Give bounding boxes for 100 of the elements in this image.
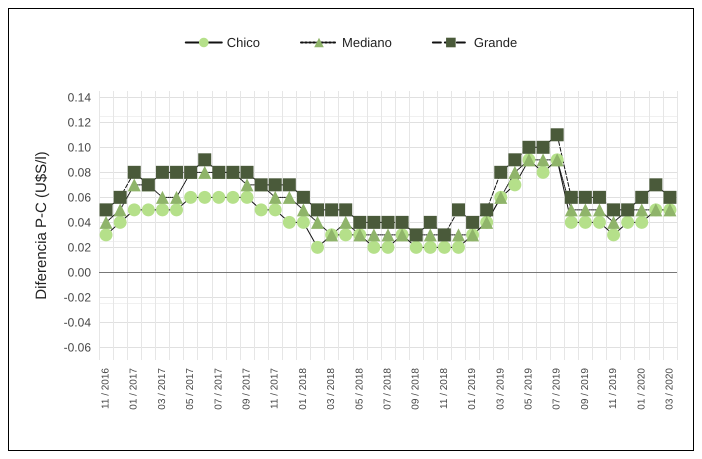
point: [240, 190, 254, 204]
legend-label: Mediano: [342, 35, 392, 50]
x-tick-label: 05 / 2018: [354, 368, 366, 410]
legend-label: Grande: [474, 35, 518, 50]
point: [592, 190, 606, 204]
point: [128, 203, 141, 216]
point: [635, 190, 648, 204]
x-tick-label: 01 / 2018: [298, 368, 309, 410]
point: [114, 203, 127, 216]
point: [578, 190, 592, 204]
y-tick-label: 0.02: [68, 240, 92, 254]
point: [184, 190, 198, 204]
y-tick-label: 0.14: [68, 90, 92, 104]
point: [536, 140, 550, 154]
point: [424, 240, 437, 254]
point: [367, 228, 380, 242]
x-tick-label: 01 / 2017: [128, 368, 140, 410]
point: [226, 190, 240, 204]
point: [268, 178, 282, 192]
x-tick-label: 07 / 2019: [552, 368, 563, 410]
point: [466, 216, 480, 229]
point: [550, 128, 564, 142]
point: [564, 190, 578, 204]
point: [353, 216, 366, 229]
point: [452, 203, 465, 216]
x-tick-label: 07 / 2018: [382, 368, 394, 410]
point: [494, 166, 508, 179]
point: [128, 178, 141, 192]
point: [382, 228, 394, 242]
point: [311, 203, 324, 216]
x-tick-label: 11 / 2017: [270, 368, 281, 409]
x-tick-label: 03 / 2019: [495, 368, 506, 410]
x-tick-label: 05 / 2019: [523, 368, 534, 410]
point: [282, 216, 296, 229]
point: [282, 178, 296, 192]
x-tick-label: 09 / 2018: [410, 368, 422, 410]
y-tick-label: -0.02: [64, 290, 92, 304]
point: [508, 178, 522, 192]
point: [296, 203, 310, 216]
x-tick-label: 03 / 2018: [326, 368, 338, 410]
point: [325, 203, 338, 216]
y-tick-label: 0.10: [68, 140, 92, 154]
point: [311, 216, 324, 229]
x-tick-label: 01 / 2019: [467, 368, 478, 410]
point: [536, 166, 550, 179]
point: [339, 228, 352, 242]
point: [382, 216, 394, 229]
point: [396, 216, 409, 229]
point: [452, 240, 465, 254]
point: [296, 190, 310, 204]
point: [424, 216, 437, 229]
point: [508, 166, 522, 179]
point: [156, 166, 169, 179]
x-tick-label: 03 / 2020: [664, 368, 676, 410]
point: [649, 178, 662, 192]
point: [296, 216, 310, 229]
y-tick-label: 0.08: [68, 165, 92, 180]
point: [578, 216, 592, 229]
x-tick-label: 07 / 2017: [213, 368, 224, 410]
point: [424, 228, 437, 242]
point: [240, 166, 254, 179]
point: [198, 166, 212, 179]
point: [170, 190, 184, 204]
legend-label: Chico: [226, 35, 260, 50]
point: [621, 216, 634, 229]
point: [578, 203, 592, 216]
point: [367, 216, 380, 229]
x-tick-label: 09 / 2017: [242, 368, 253, 410]
point: [282, 190, 296, 204]
point: [339, 203, 352, 216]
y-tick-label: -0.06: [64, 340, 92, 354]
point: [607, 228, 620, 242]
point: [198, 190, 212, 204]
point: [170, 203, 184, 216]
x-tick-label: 11 / 2016: [100, 368, 112, 409]
point: [480, 203, 494, 216]
point: [536, 153, 550, 166]
point: [438, 240, 451, 254]
point: [128, 166, 141, 179]
point: [142, 203, 155, 216]
x-tick-label: 11 / 2019: [608, 368, 620, 409]
point: [114, 190, 127, 204]
point: [170, 166, 184, 179]
point: [592, 203, 606, 216]
x-tick-label: 11 / 2018: [438, 368, 450, 409]
point: [114, 216, 127, 229]
point: [212, 190, 226, 204]
point: [311, 240, 324, 254]
point: [564, 203, 578, 216]
point: [339, 216, 352, 229]
x-tick-label: 05 / 2017: [185, 368, 196, 410]
y-tick-label: 0.04: [68, 215, 92, 230]
point: [592, 216, 606, 229]
y-axis-title: Diferencia P-C (U$S/l): [33, 151, 50, 300]
point: [198, 153, 212, 166]
point: [410, 240, 423, 254]
point: [522, 140, 536, 154]
point: [156, 203, 169, 216]
point: [635, 216, 648, 229]
point: [382, 240, 394, 254]
